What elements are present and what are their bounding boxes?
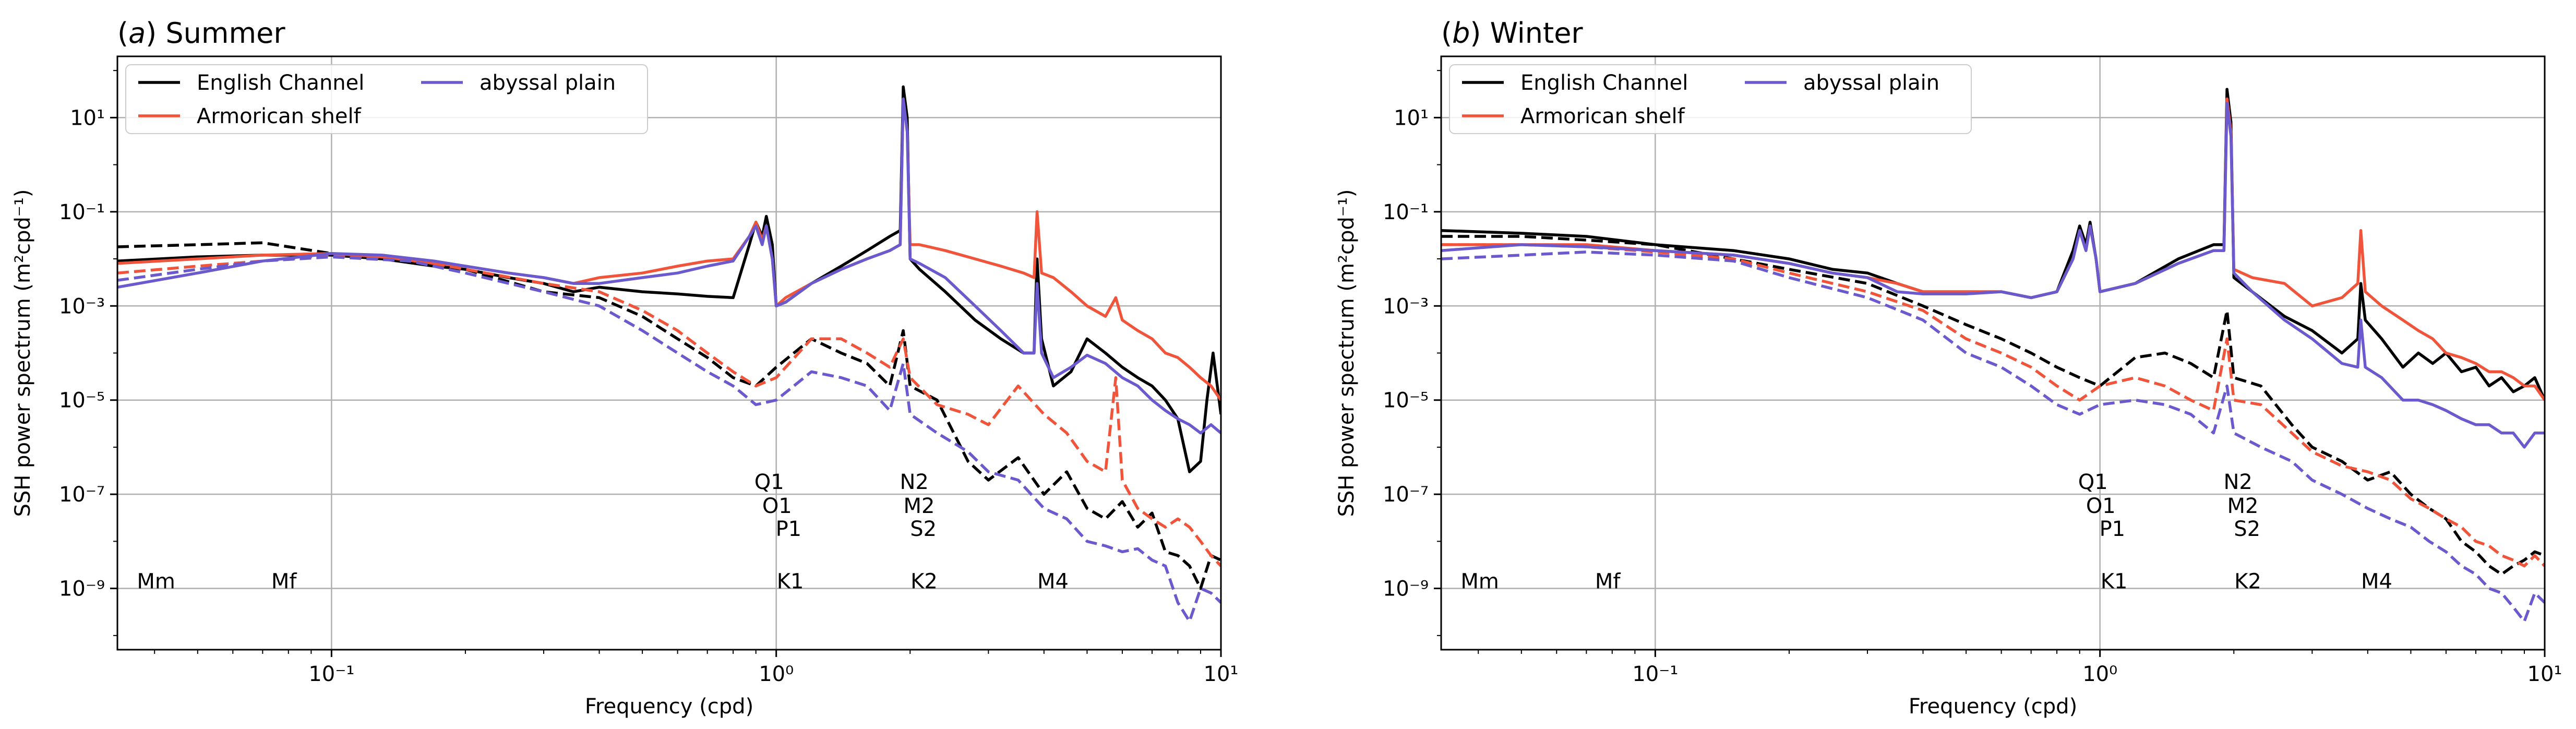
tidal-label-k2: K2 (910, 570, 938, 594)
tidal-label-s2: S2 (910, 517, 937, 541)
x-tick-label: 10¹ (1204, 662, 1239, 686)
y-tick-label: 10¹ (70, 106, 105, 130)
legend-label-armorican-shelf: Armorican shelf (197, 104, 362, 128)
x-axis-label: Frequency (cpd) (1909, 695, 2077, 719)
series-group (1441, 88, 2545, 623)
y-tick-label: 10⁻¹ (59, 200, 105, 224)
tidal-label-o1: O1 (762, 494, 792, 518)
series-line-abyssal-plain-solid (117, 97, 1221, 435)
series-line-english-channel-dashed (117, 241, 1221, 590)
tidal-label-n2: N2 (2223, 470, 2252, 494)
series-group (117, 85, 1221, 623)
tidal-label-p1: P1 (776, 517, 802, 541)
tidal-label-q1: Q1 (754, 470, 784, 494)
tidal-label-m2: M2 (2227, 494, 2258, 518)
panel-title: (a) Summer (117, 17, 285, 50)
legend-box (1449, 64, 1972, 134)
tidal-label-k1: K1 (2101, 570, 2128, 594)
legend-label-abyssal-plain: abyssal plain (1803, 71, 1939, 95)
axes-frame (116, 55, 1222, 651)
tidal-label-mf: Mf (1595, 570, 1621, 594)
y-tick-label: 10¹ (1394, 106, 1429, 130)
y-tick-label: 10⁻⁷ (59, 483, 105, 507)
series-line-english-channel-solid (117, 85, 1221, 473)
x-axis-label: Frequency (cpd) (585, 695, 753, 719)
x-tick-label: 10⁻¹ (308, 662, 354, 686)
y-tick-label: 10⁻⁹ (1383, 577, 1429, 601)
y-tick-label: 10⁻⁹ (59, 577, 105, 601)
legend-label-abyssal-plain: abyssal plain (480, 71, 616, 95)
axes-frame (1440, 55, 2546, 651)
panel-summer: 10⁻¹ 10⁰ 10¹ Frequency (cpd) 10¹ 10⁻¹ 10⁻³ 10⁻⁵… (11, 17, 1238, 719)
series-line-armorican-shelf-dashed (117, 254, 1221, 567)
x-tick-label: 10⁻¹ (1632, 662, 1678, 686)
grid (1441, 56, 2545, 650)
y-axis-label: SSH power spectrum (m²cpd⁻¹) (1335, 189, 1359, 517)
tidal-label-mm: Mm (1460, 570, 1499, 594)
y-tick-label: 10⁻⁵ (1383, 389, 1429, 413)
y-axis: 10¹ 10⁻¹ 10⁻³ 10⁻⁵ 10⁻⁷ 10⁻⁹ SSH power spectru… (11, 70, 117, 636)
y-tick-label: 10⁻⁵ (59, 389, 105, 413)
series-line-armorican-shelf-dashed (1441, 243, 2545, 568)
grid (117, 56, 1221, 650)
series-line-english-channel-dashed (1441, 235, 2545, 576)
x-tick-label: 10⁰ (2082, 662, 2117, 686)
series-line-abyssal-plain-solid (1441, 102, 2545, 449)
tidal-label-k2: K2 (2234, 570, 2261, 594)
y-tick-label: 10⁻¹ (1383, 200, 1429, 224)
series-line-armorican-shelf-solid (1441, 97, 2545, 401)
x-tick-label: 10¹ (2527, 662, 2562, 686)
y-axis-label: SSH power spectrum (m²cpd⁻¹) (11, 189, 35, 517)
x-axis: 10⁻¹ 10⁰ 10¹ Frequency (cpd) (154, 650, 1238, 719)
tidal-label-mf: Mf (271, 570, 297, 594)
y-tick-label: 10⁻⁷ (1383, 483, 1429, 507)
y-axis: 10¹ 10⁻¹ 10⁻³ 10⁻⁵ 10⁻⁷ 10⁻⁹ SSH power spectru… (1335, 70, 1441, 636)
y-tick-label: 10⁻³ (59, 294, 105, 318)
tidal-label-s2: S2 (2234, 517, 2260, 541)
legend-box (125, 64, 648, 134)
legend-label-armorican-shelf: Armorican shelf (1520, 104, 1685, 128)
x-axis: 10⁻¹ 10⁰ 10¹ Frequency (cpd) (1478, 650, 2562, 719)
legend: English Channel Armorican shelf abyssal pl… (1449, 64, 1972, 134)
tidal-label-q1: Q1 (2078, 470, 2108, 494)
tidal-label-mm: Mm (137, 570, 175, 594)
y-tick-label: 10⁻³ (1383, 294, 1429, 318)
tidal-label-n2: N2 (900, 470, 928, 494)
series-line-abyssal-plain-dashed (117, 255, 1221, 623)
tidal-label-m4: M4 (2361, 570, 2392, 594)
legend-label-english-channel: English Channel (197, 71, 364, 95)
series-line-armorican-shelf-solid (117, 97, 1221, 401)
x-tick-label: 10⁰ (759, 662, 794, 686)
tidal-label-m4: M4 (1037, 570, 1069, 594)
tidal-label-p1: P1 (2100, 517, 2126, 541)
series-line-abyssal-plain-dashed (1441, 250, 2545, 623)
panel-winter: 10⁻¹ 10⁰ 10¹ Frequency (cpd) 10¹ 10⁻¹ 10⁻³ 10⁻⁵… (1335, 17, 2562, 719)
tidal-label-m2: M2 (903, 494, 934, 518)
tidal-label-k1: K1 (777, 570, 804, 594)
legend: English Channel Armorican shelf abyssal pl… (125, 64, 648, 134)
series-line-english-channel-solid (1441, 88, 2545, 401)
tidal-label-o1: O1 (2086, 494, 2116, 518)
panel-title: (b) Winter (1441, 17, 1583, 50)
legend-label-english-channel: English Channel (1520, 71, 1688, 95)
